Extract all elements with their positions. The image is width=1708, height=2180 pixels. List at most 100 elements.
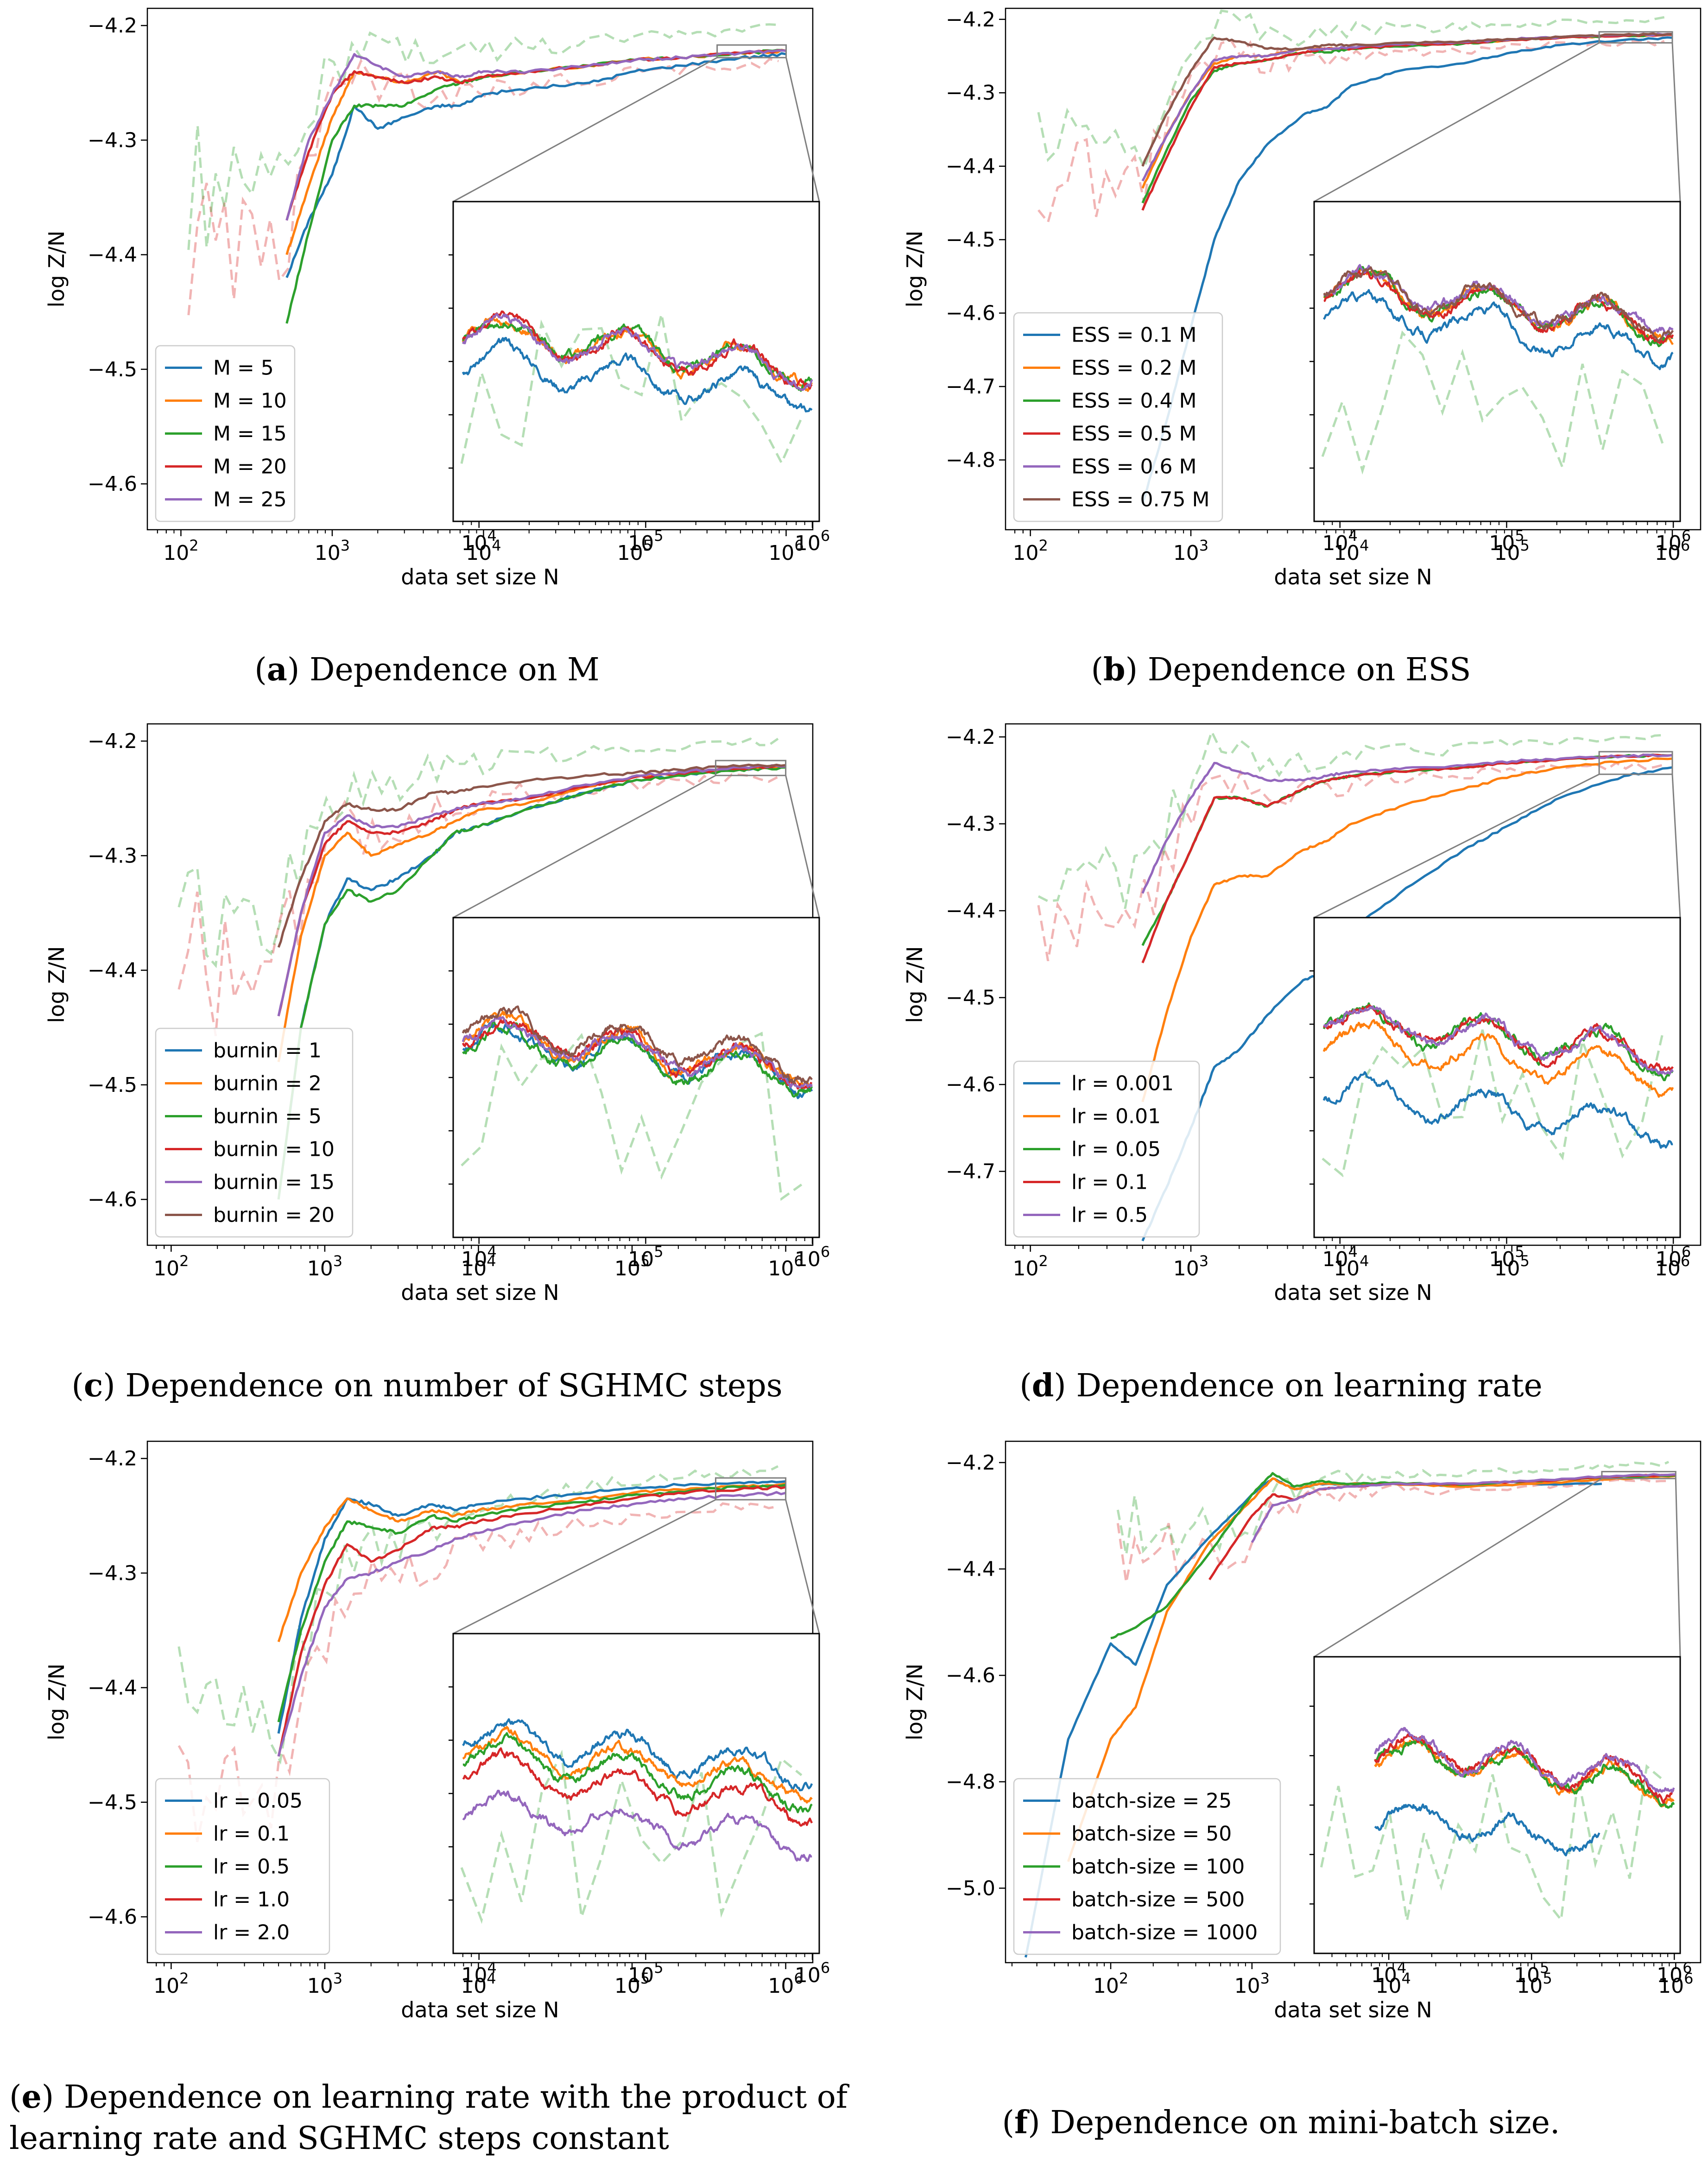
x-tick-label: 105: [1517, 1970, 1552, 1998]
caption-a-text: Dependence on M: [309, 652, 600, 688]
zoom-connector-left: [453, 1499, 716, 1635]
y-tick-label: −4.8: [946, 448, 995, 472]
y-tick-label: −4.6: [88, 1188, 137, 1211]
reference-curves: [1037, 9, 1665, 225]
inset-series-line-5: [462, 1789, 812, 1862]
legend-label-1: lr = 0.05: [213, 1789, 303, 1813]
legend-label-6: burnin = 20: [213, 1204, 335, 1227]
caption-c-letter: c: [83, 1367, 103, 1404]
inset-series-line-4: [462, 1747, 813, 1827]
series-line-4: [1141, 754, 1673, 963]
axes-frame: [1005, 723, 1702, 1246]
caption-d-text: Dependence on learning rate: [1076, 1368, 1543, 1404]
series-group: [277, 1480, 786, 1757]
legend-label-4: ESS = 0.5 M: [1071, 422, 1196, 446]
inset-series: [1322, 1002, 1674, 1178]
x-tick-label: 106: [768, 1970, 803, 1998]
x-tick-label: 102: [1093, 1970, 1128, 1998]
inset-x-tick-label: 105: [628, 527, 663, 555]
x-tick-label: 103: [307, 1252, 342, 1280]
reference-curves: [1116, 1461, 1670, 1583]
series-line-2: [1067, 1475, 1676, 1862]
y-tick-label: −4.6: [88, 1905, 137, 1929]
inset-series-line-2: [1322, 1019, 1674, 1098]
zoom-connector-right: [1671, 774, 1681, 918]
legend-label-2: M = 10: [213, 389, 287, 413]
inset-series-line-1: [1323, 289, 1674, 370]
reference-curves: [177, 737, 779, 1036]
y-tick-label: −4.2: [946, 1451, 995, 1475]
x-tick-label: 105: [1494, 537, 1529, 565]
inset-series-line-5: [1323, 1005, 1674, 1075]
x-tick-label: 106: [1658, 1970, 1693, 1998]
y-tick-label: −4.4: [946, 155, 995, 178]
y-tick-label: −4.2: [88, 729, 137, 753]
zoom-region: [715, 1477, 787, 1501]
inset-series-line-5: [1374, 1727, 1675, 1793]
zoom-connector-left: [1314, 773, 1600, 919]
legend-label-3: batch-size = 100: [1071, 1855, 1245, 1879]
caption-c: (c) Dependence on number of SGHMC steps: [71, 1367, 783, 1404]
caption-e-text: Dependence on learning rate with the pro…: [63, 2079, 848, 2116]
series-line-1: [277, 1480, 786, 1734]
x-tick-label: 102: [153, 1970, 189, 1998]
legend-label-1: M = 5: [213, 356, 274, 380]
y-axis-label: log Z/N: [44, 1663, 69, 1740]
legend-label-5: batch-size = 1000: [1071, 1921, 1258, 1945]
axes-frame: [1005, 7, 1702, 531]
legend-label-5: burnin = 15: [213, 1171, 335, 1194]
y-tick-label: −4.5: [946, 228, 995, 252]
legend-label-4: burnin = 10: [213, 1138, 335, 1161]
series-line-5: [277, 1491, 786, 1757]
caption-a-letter: a: [266, 651, 287, 688]
inset-series-line-5: [462, 1016, 813, 1089]
x-tick-label: 105: [614, 1970, 650, 1998]
series-line-4: [285, 49, 786, 221]
inset-e: 104 105 106: [449, 1633, 830, 1987]
series-group: [1141, 32, 1673, 505]
y-tick-label: −4.3: [946, 812, 995, 836]
series-line-5: [1141, 754, 1673, 894]
series-group: [277, 763, 786, 1200]
zoom-region: [1601, 1470, 1676, 1479]
legend-label-1: burnin = 1: [213, 1039, 322, 1063]
x-tick-label: 105: [617, 537, 652, 565]
x-tick-label: 103: [307, 1970, 342, 1998]
y-tick-label: −4.5: [946, 986, 995, 1010]
legend-frame: [1013, 1778, 1281, 1955]
inset-a: 104 105 106: [449, 201, 830, 555]
inset-frame: [1313, 917, 1681, 1238]
zoom-connector-right: [785, 775, 820, 918]
inset-c: 104 105 106: [449, 917, 830, 1271]
x-tick-label: 106: [1655, 537, 1690, 565]
legend-label-1: ESS = 0.1 M: [1071, 323, 1196, 347]
y-axis-label: log Z/N: [902, 1663, 927, 1740]
reference-green-dashed: [1116, 1461, 1670, 1557]
legend-label-6: ESS = 0.75 M: [1071, 488, 1209, 512]
reference-red-dashed: [1037, 38, 1665, 225]
y-tick-label: −4.4: [88, 1676, 137, 1700]
legend-frame: [155, 1027, 354, 1238]
y-tick-label: −4.5: [88, 1791, 137, 1814]
x-tick-label: 104: [1334, 1252, 1369, 1280]
panel-a: −4.2 −4.3 −4.4 −4.5 −4.6 102 103 104 105 106 data …: [44, 7, 820, 589]
inset-series-line-6: [1323, 266, 1674, 342]
x-tick-label: 102: [1012, 537, 1048, 565]
x-axis-label: data set size N: [1274, 564, 1432, 589]
inset-x-tick-label: 104: [1371, 1959, 1406, 1987]
series-line-6: [1141, 32, 1673, 167]
y-tick-label: −4.6: [88, 472, 137, 496]
inset-series-line-3: [1374, 1737, 1675, 1809]
series-line-4: [277, 1485, 786, 1757]
y-tick-label: −4.4: [946, 899, 995, 923]
inset-x-tick-label: 106: [1657, 1959, 1692, 1987]
y-tick-label: −4.2: [946, 725, 995, 749]
reference-red-dashed: [177, 773, 779, 1036]
series-line-5: [277, 764, 786, 1017]
x-axis-label: data set size N: [401, 564, 559, 589]
legend-frame: [155, 1778, 330, 1955]
inset-frame: [452, 917, 820, 1238]
y-axis-label: log Z/N: [44, 230, 69, 307]
reference-curves: [177, 1465, 779, 1843]
caption-b-text: Dependence on ESS: [1147, 652, 1471, 688]
